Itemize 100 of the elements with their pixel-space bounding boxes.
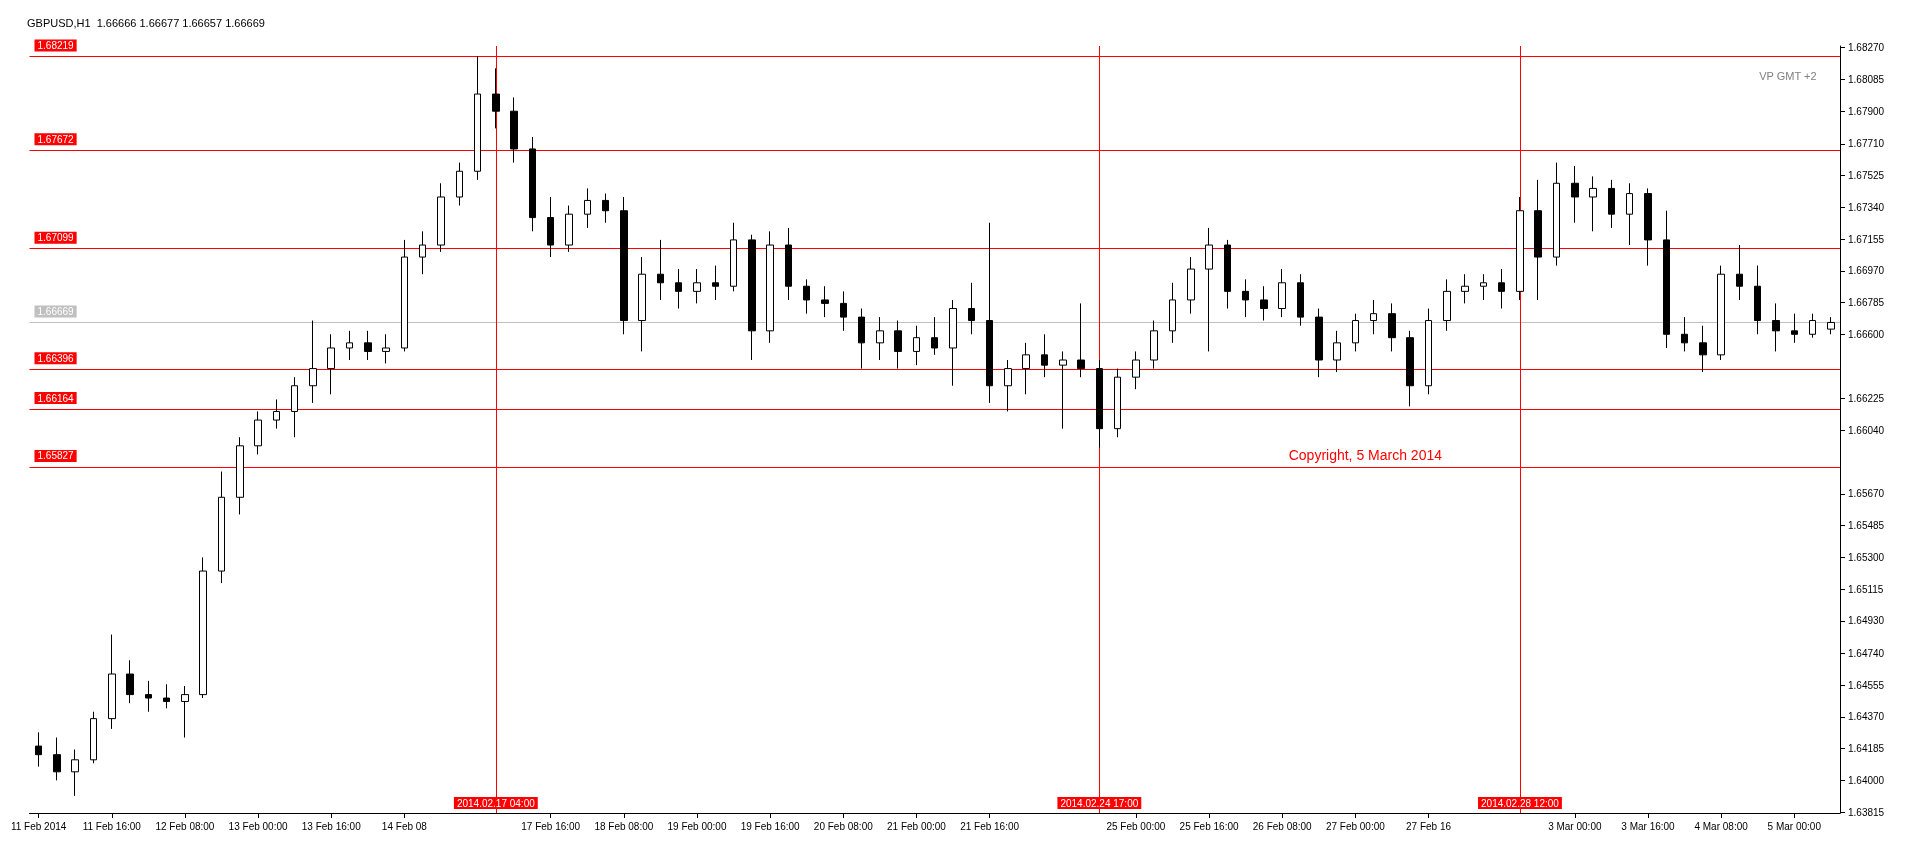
- candlestick: [474, 55, 481, 181]
- y-tick-label: 1.65485: [1848, 520, 1885, 532]
- candlestick: [529, 136, 536, 232]
- candlestick: [364, 330, 372, 361]
- candlestick: [90, 711, 97, 764]
- x-tick-label: 18 Feb 08:00: [594, 820, 654, 832]
- candlestick: [565, 205, 573, 253]
- x-tick-label: 3 Mar 16:00: [1621, 820, 1676, 832]
- candlestick: [1260, 285, 1268, 322]
- x-tick-label: 25 Feb 00:00: [1106, 820, 1166, 832]
- candlestick: [1041, 333, 1048, 378]
- x-tick-label: 21 Feb 00:00: [886, 820, 947, 832]
- x-tick-label: 13 Feb 00:00: [228, 820, 288, 832]
- y-tick-label: 1.67710: [1848, 138, 1885, 150]
- x-tick-label: 26 Feb 08:00: [1252, 820, 1313, 832]
- x-tick-label: 2014.02.17 04:00: [456, 797, 536, 809]
- candlestick: [346, 330, 353, 361]
- candlestick: [766, 230, 774, 344]
- candlestick: [236, 436, 244, 515]
- candlestick: [876, 316, 884, 361]
- y-tick-label: 1.68270: [1848, 42, 1885, 54]
- candlestick: [1205, 227, 1213, 352]
- candlestick: [584, 187, 591, 229]
- candlestick: [1571, 165, 1579, 224]
- candlestick: [1022, 342, 1030, 395]
- annotation: Copyright, 5 March 2014: [1288, 447, 1443, 463]
- candlestick: [1114, 368, 1121, 438]
- candlestick: [1626, 182, 1633, 246]
- candlestick: [254, 410, 262, 455]
- candlestick: [1772, 302, 1780, 352]
- y-tick-label: 1.66970: [1848, 265, 1885, 277]
- candlestick: [181, 685, 189, 738]
- candlestick: [712, 265, 719, 301]
- x-tick-label: 4 Mar 08:00: [1694, 820, 1749, 832]
- annotation: VP GMT +2: [1759, 69, 1817, 82]
- candlestick: [657, 239, 664, 301]
- candlestick: [1425, 308, 1432, 395]
- x-tick-label: 25 Feb 16:00: [1179, 820, 1239, 832]
- candlestick: [1717, 265, 1725, 361]
- y-tick-label: 1.66785: [1848, 297, 1885, 309]
- candlestick: [1699, 325, 1707, 373]
- candlestick: [602, 193, 609, 224]
- candlestick: [291, 376, 298, 438]
- candlestick: [492, 67, 500, 129]
- x-tick-label: 21 Feb 16:00: [960, 820, 1020, 832]
- candlestick: [108, 634, 116, 730]
- y-tick-label: 1.66225: [1848, 393, 1885, 405]
- candlestick: [456, 162, 463, 207]
- candlestick: [1242, 278, 1249, 318]
- candlestick: [218, 471, 225, 584]
- candlestick: [401, 239, 408, 352]
- candlestick: [1736, 244, 1743, 301]
- candlestick: [693, 268, 701, 304]
- ref-line-label: 1.65827: [37, 450, 75, 462]
- candlestick: [199, 556, 207, 699]
- candlestick: [931, 316, 938, 356]
- candlestick: [1791, 313, 1798, 344]
- y-tick-label: 1.63815: [1848, 806, 1885, 818]
- x-tick-label: 2014.02.24 17:00: [1060, 797, 1139, 809]
- candlestick: [1278, 268, 1286, 318]
- candlestick: [1754, 265, 1761, 335]
- candlestick: [419, 230, 426, 275]
- candlestick: [1534, 179, 1542, 301]
- candlestick: [1169, 282, 1176, 344]
- candlestick: [1077, 302, 1085, 378]
- candlestick: [382, 333, 390, 364]
- candlestick: [510, 96, 518, 164]
- candlestick: [1096, 359, 1103, 449]
- candlestick: [949, 299, 957, 387]
- candlestick: [1827, 316, 1835, 335]
- candlestick: [309, 320, 317, 404]
- y-tick-label: 1.64185: [1848, 743, 1885, 755]
- candlestick: [748, 234, 756, 361]
- ref-line-label: 1.66669: [37, 305, 75, 317]
- ref-line-label: 1.66164: [37, 392, 75, 404]
- candlestick: [1498, 268, 1505, 310]
- candlestick: [126, 659, 134, 704]
- candlestick: [638, 256, 646, 352]
- candlestick: [1333, 330, 1341, 373]
- x-tick-label: 20 Feb 08:00: [813, 820, 874, 832]
- candlestick: [53, 737, 61, 781]
- candlestick: [1553, 162, 1560, 267]
- y-tick-label: 1.67340: [1848, 201, 1885, 213]
- candlestick: [1443, 278, 1451, 332]
- candlestick: [1315, 308, 1323, 378]
- x-tick-label: 27 Feb 16: [1406, 820, 1452, 832]
- candlestick: [1297, 273, 1304, 327]
- x-tick-label: 13 Feb 16:00: [301, 820, 362, 832]
- candlestick: [894, 320, 902, 370]
- x-tick-label: 11 Feb 16:00: [82, 820, 142, 832]
- ref-line-label: 1.67672: [37, 133, 75, 145]
- x-tick-label: 12 Feb 08:00: [155, 820, 215, 832]
- x-tick-label: 17 Feb 16:00: [521, 820, 581, 832]
- x-tick-label: 2014.02.28 12:00: [1481, 797, 1560, 809]
- y-tick-label: 1.68085: [1848, 73, 1885, 85]
- candlestick: [1644, 187, 1652, 267]
- candlestick: [1608, 179, 1615, 229]
- candlestick: [163, 683, 170, 709]
- x-tick-label: 11 Feb 2014: [10, 820, 67, 832]
- candlestick: [327, 333, 335, 395]
